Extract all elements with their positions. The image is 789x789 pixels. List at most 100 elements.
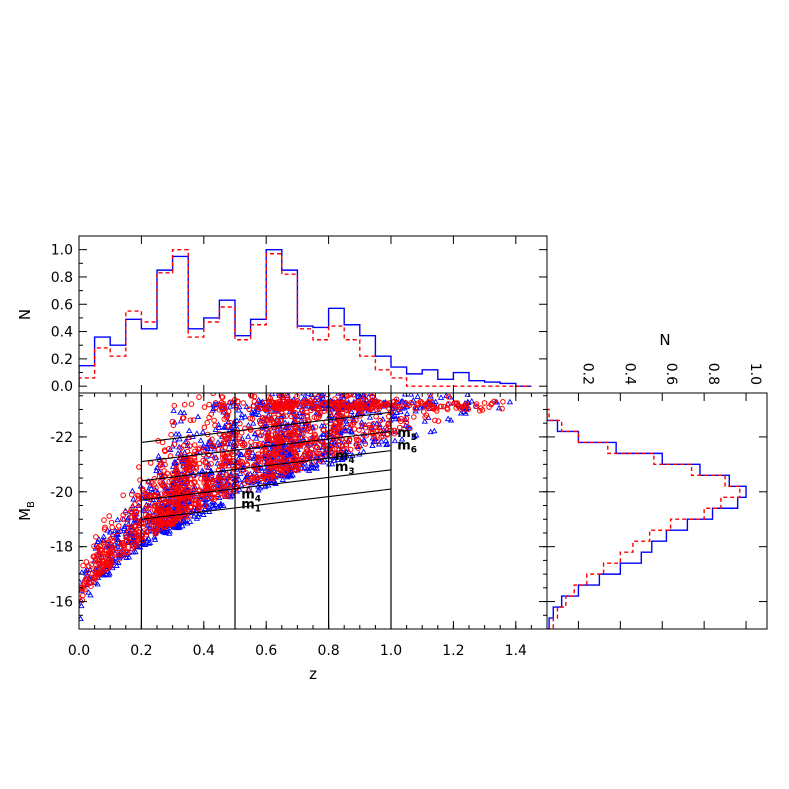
scatter-circle-point bbox=[347, 404, 354, 410]
scatter-circle-point bbox=[103, 566, 110, 572]
scatter-triangle-point bbox=[361, 438, 368, 444]
scatter-circle-point bbox=[315, 403, 322, 410]
scatter-triangle-point bbox=[205, 464, 212, 471]
scatter-triangle-point bbox=[169, 442, 176, 449]
scatter-circle-point bbox=[265, 431, 271, 437]
scatter-triangle-point bbox=[132, 548, 139, 555]
scatter-circle-point bbox=[473, 401, 480, 407]
scatter-circle-point bbox=[202, 447, 209, 453]
scatter-circle-point bbox=[284, 395, 291, 401]
scatter-circle-point bbox=[362, 398, 369, 404]
scatter-circle-point bbox=[161, 468, 167, 474]
scatter-triangle-point bbox=[431, 427, 438, 434]
scatter-circle-point bbox=[284, 400, 291, 407]
scatter-circle-point bbox=[427, 393, 433, 398]
scatter-circle-point bbox=[243, 470, 249, 476]
scatter-triangle-point bbox=[255, 486, 262, 493]
scatter-triangle-point bbox=[209, 499, 217, 506]
x-tick-label: 1.0 bbox=[380, 643, 402, 659]
scatter-circle-point bbox=[106, 561, 112, 568]
scatter-triangle-point bbox=[200, 442, 207, 449]
scatter-circle-point bbox=[136, 464, 142, 470]
scatter-circle-point bbox=[173, 516, 179, 522]
scatter-circle-point bbox=[244, 461, 250, 468]
scatter-triangle-point bbox=[181, 409, 188, 416]
scatter-circle-point bbox=[219, 394, 225, 400]
top-y-tick-label: 0.2 bbox=[51, 352, 73, 368]
scatter-circle-point bbox=[211, 496, 218, 503]
scatter-circle-point bbox=[168, 499, 174, 506]
scatter-circle-point bbox=[279, 430, 285, 437]
scatter-circle-point bbox=[296, 426, 302, 432]
scatter-circle-point bbox=[201, 424, 208, 431]
scatter-circle-point bbox=[100, 559, 107, 565]
scatter-circle-point bbox=[151, 502, 158, 509]
scatter-circle-point bbox=[329, 446, 336, 453]
scatter-triangle-point bbox=[366, 414, 374, 420]
scatter-circle-point bbox=[290, 449, 297, 456]
scatter-circle-point bbox=[422, 402, 429, 408]
scatter-triangle-point bbox=[250, 420, 257, 426]
scatter-circle-point bbox=[92, 569, 99, 576]
scatter-circle-point bbox=[290, 455, 297, 462]
scatter-circle-point bbox=[110, 533, 116, 540]
scatter-circle-point bbox=[208, 411, 214, 418]
y-axis-label: MB bbox=[16, 501, 37, 521]
scatter-circle-point bbox=[140, 523, 146, 530]
scatter-circle-point bbox=[158, 481, 165, 487]
scatter-triangle-point bbox=[113, 535, 121, 541]
scatter-triangle-point bbox=[233, 417, 241, 423]
scatter-circle-point bbox=[123, 534, 130, 541]
scatter-circle-point bbox=[132, 501, 138, 508]
y-tick-label: -20 bbox=[50, 485, 73, 501]
scatter-triangle-point bbox=[288, 472, 295, 479]
scatter-circle-point bbox=[123, 532, 129, 539]
scatter-circle-point bbox=[184, 486, 190, 492]
scatter-circle-point bbox=[302, 398, 308, 404]
scatter-triangle-point bbox=[197, 437, 204, 443]
scatter-circle-point bbox=[316, 450, 322, 457]
scatter-circle-point bbox=[93, 558, 99, 564]
scatter-circle-point bbox=[465, 406, 472, 413]
scatter-circle-point bbox=[287, 425, 293, 432]
scatter-circle-point bbox=[158, 491, 164, 497]
scatter-circle-point bbox=[500, 399, 506, 405]
scatter-triangle-point bbox=[392, 415, 399, 422]
scatter-circle-point bbox=[391, 427, 398, 434]
scatter-triangle-point bbox=[212, 501, 219, 507]
scatter-circle-point bbox=[248, 439, 254, 445]
scatter-triangle-point bbox=[241, 476, 248, 483]
scatter-circle-point bbox=[399, 403, 406, 409]
scatter-circle-point bbox=[153, 485, 159, 491]
scatter-circle-point bbox=[221, 452, 228, 458]
scatter-circle-point bbox=[292, 415, 299, 421]
scatter-circle-point bbox=[250, 402, 257, 409]
scatter-circle-point bbox=[106, 555, 112, 562]
top-y-tick-label: 1.0 bbox=[51, 243, 73, 259]
scatter-circle-point bbox=[251, 393, 258, 400]
scatter-circle-point bbox=[181, 514, 188, 520]
scatter-circle-point bbox=[134, 492, 141, 499]
scatter-circle-point bbox=[274, 433, 281, 440]
scatter-circle-point bbox=[120, 492, 126, 499]
scatter-circle-point bbox=[248, 393, 255, 399]
scatter-triangle-point bbox=[258, 465, 265, 471]
scatter-circle-point bbox=[101, 539, 108, 545]
scatter-circle-point bbox=[258, 432, 264, 439]
scatter-circle-point bbox=[353, 442, 360, 449]
scatter-circle-point bbox=[240, 442, 246, 449]
scatter-triangle-point bbox=[221, 423, 228, 430]
top-y-axis-label: N bbox=[16, 309, 34, 320]
scatter-circle-point bbox=[265, 440, 271, 446]
scatter-circle-point bbox=[87, 574, 94, 581]
scatter-circle-point bbox=[159, 472, 165, 479]
scatter-triangle-point bbox=[414, 393, 421, 399]
scatter-circle-point bbox=[233, 481, 239, 487]
red-dashed-histogram bbox=[547, 408, 741, 629]
scatter-circle-point bbox=[411, 414, 417, 420]
scatter-circle-point bbox=[173, 467, 180, 474]
scatter-triangle-point bbox=[437, 394, 445, 400]
scatter-circle-point bbox=[232, 475, 239, 481]
scatter-circle-point bbox=[320, 400, 327, 407]
scatter-triangle-point bbox=[242, 413, 249, 420]
